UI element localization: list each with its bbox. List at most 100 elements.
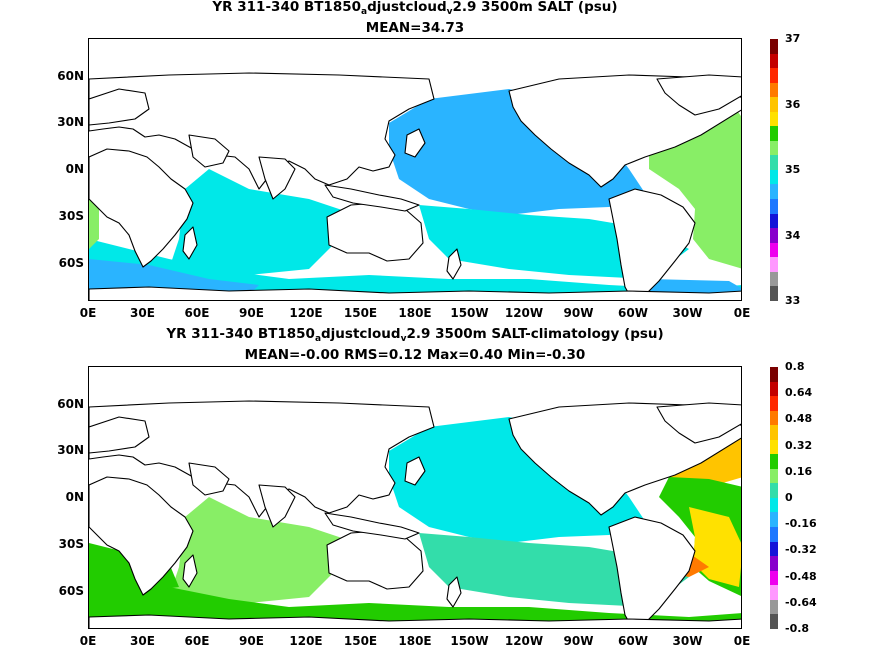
panel1-land-india xyxy=(258,156,296,200)
panel2-land-greenland xyxy=(656,402,741,444)
panel1-y-tick-label: 60N xyxy=(57,69,84,83)
panel1-x-tick-label: 180E xyxy=(398,306,432,320)
panel2-colorbar-label: -0.16 xyxy=(785,517,817,531)
panel1-y-tick-label: 30N xyxy=(57,115,84,129)
panel1-land-nz xyxy=(446,248,462,280)
panel2-colorbar-swatch xyxy=(770,483,778,498)
panel1-land-australia xyxy=(326,202,424,262)
panel1-x-tick-label: 60W xyxy=(618,306,648,320)
panel1-colorbar-swatch xyxy=(770,140,778,156)
panel1-land-greenland xyxy=(656,74,741,116)
panel1-map-svg xyxy=(89,72,741,300)
panel2-colorbar-swatch xyxy=(770,512,778,528)
panel2-colorbar-swatch xyxy=(770,497,778,513)
panel1-y-tick-label: 0N xyxy=(65,162,84,176)
panel1-salinity-field xyxy=(169,169,369,275)
panel2-x-tick-label: 150E xyxy=(343,634,378,648)
panel1-colorbar-swatch xyxy=(770,271,778,287)
panel1-colorbar-label: 34 xyxy=(785,228,801,242)
panel1-colorbar-label: 37 xyxy=(785,32,801,45)
panel2-colorbar-label: 0.8 xyxy=(785,360,805,373)
panel2-colorbar-swatch xyxy=(770,439,778,455)
panel2-colorbar-swatch xyxy=(770,585,778,600)
panel1-x-tick-label: 90W xyxy=(563,306,594,320)
panel2-y-tick-label: 30S xyxy=(58,537,84,551)
panel1-colorbar-swatch xyxy=(770,82,778,98)
panel2-colorbar-swatch xyxy=(770,367,778,382)
panel1-colorbar-swatch xyxy=(770,111,778,127)
panel1-land-europe xyxy=(89,88,150,126)
panel2-colorbar-label: 0.64 xyxy=(785,386,813,400)
panel2-land-samerica xyxy=(608,516,696,628)
panel2-y-tick-label: 30N xyxy=(57,443,84,457)
panel2-x-tick-label: 180E xyxy=(398,634,432,648)
panel2-x-tick-label: 90W xyxy=(563,634,594,648)
panel2-x-tick-label: 30E xyxy=(130,634,155,648)
panel1-colorbar xyxy=(770,39,778,301)
panel1-y-tick-label: 60S xyxy=(58,256,84,270)
panel1-colorbar-swatch xyxy=(770,97,778,112)
panel1-land-asia xyxy=(89,72,435,190)
panel2-y-tick-label: 60N xyxy=(57,397,84,411)
panel2-x-tick-label: 120E xyxy=(289,634,323,648)
panel2-map xyxy=(88,366,742,629)
panel1-colorbar-swatch xyxy=(770,286,778,301)
panel2-land-australia xyxy=(326,530,424,590)
panel2-colorbar-label: -0.48 xyxy=(785,569,817,583)
panel2-land-asia xyxy=(89,400,435,518)
panel1-x-tick-label: 60E xyxy=(184,306,210,320)
panel1-x-tick-label: 120W xyxy=(504,306,544,320)
panel1-map xyxy=(88,38,742,301)
panel2-x-tick-label: 60E xyxy=(184,634,210,648)
panel1-land-seasia xyxy=(324,184,420,212)
panel1-land-antarctica xyxy=(89,286,741,300)
panel2-colorbar-swatch xyxy=(770,410,778,426)
panel2-x-tick-label: 0E xyxy=(733,634,751,648)
panel1-colorbar-swatch xyxy=(770,126,778,141)
panel2-colorbar-label: -0.64 xyxy=(785,595,817,609)
panel2-colorbar-swatch xyxy=(770,468,778,484)
panel2-land-europe xyxy=(89,416,150,454)
panel2-land-africa xyxy=(89,476,194,596)
panel2-colorbar-swatch xyxy=(770,527,778,542)
panel1-x-tick-label: 30E xyxy=(130,306,155,320)
panel1-x-tick-label: 90E xyxy=(239,306,264,320)
panel2-land-india xyxy=(258,484,296,528)
panel1-land-arabia xyxy=(188,134,230,168)
panel1-colorbar-swatch xyxy=(770,68,778,83)
panel2-x-tick-label: 120W xyxy=(504,634,544,648)
panel2-x-tick-label: 150W xyxy=(450,634,489,648)
panel2-land-madagascar xyxy=(182,554,198,588)
panel2-colorbar-swatch xyxy=(770,381,778,397)
panel2-colorbar-label: 0.32 xyxy=(785,438,813,452)
panel2-colorbar xyxy=(770,367,778,629)
panel1-colorbar-swatch xyxy=(770,257,778,272)
panel2-y-tick-label: 0N xyxy=(65,490,84,504)
panel1-colorbar-swatch xyxy=(770,228,778,243)
panel1-x-tick-label: 120E xyxy=(289,306,323,320)
panel2-colorbar-label: 0 xyxy=(785,491,793,504)
panel2-title: YR 311-340 BT1850adjustcloudv2.9 3500m S… xyxy=(166,326,664,344)
panel2-colorbar-swatch xyxy=(770,614,778,629)
panel2-x-tick-label: 30W xyxy=(672,634,703,648)
panel2-land-arabia xyxy=(188,462,230,496)
panel2-colorbar-swatch xyxy=(770,425,778,440)
panel2-x-tick-label: 60W xyxy=(618,634,648,648)
panel2-land-seasia xyxy=(324,512,420,540)
panel1-land-samerica xyxy=(608,188,696,300)
panel1-colorbar-swatch xyxy=(770,39,778,54)
panel2-colorbar-swatch xyxy=(770,556,778,571)
panel1-x-tick-label: 150W xyxy=(450,306,489,320)
panel2-colorbar-label: 0.48 xyxy=(785,412,813,426)
panel1-colorbar-label: 36 xyxy=(785,97,801,111)
panel2-colorbar-label: -0.32 xyxy=(785,543,817,557)
panel1-colorbar-swatch xyxy=(770,199,778,214)
panel1-colorbar-swatch xyxy=(770,213,778,229)
panel1-subtitle: MEAN=34.73 xyxy=(365,20,465,36)
panel2-land-antarctica xyxy=(89,614,741,628)
panel1-x-tick-label: 0E xyxy=(733,306,751,320)
panel2-land-japan xyxy=(404,456,426,486)
panel1-land-africa xyxy=(89,148,194,268)
panel2-colorbar-swatch xyxy=(770,541,778,557)
panel1-colorbar-label: 35 xyxy=(785,163,801,176)
